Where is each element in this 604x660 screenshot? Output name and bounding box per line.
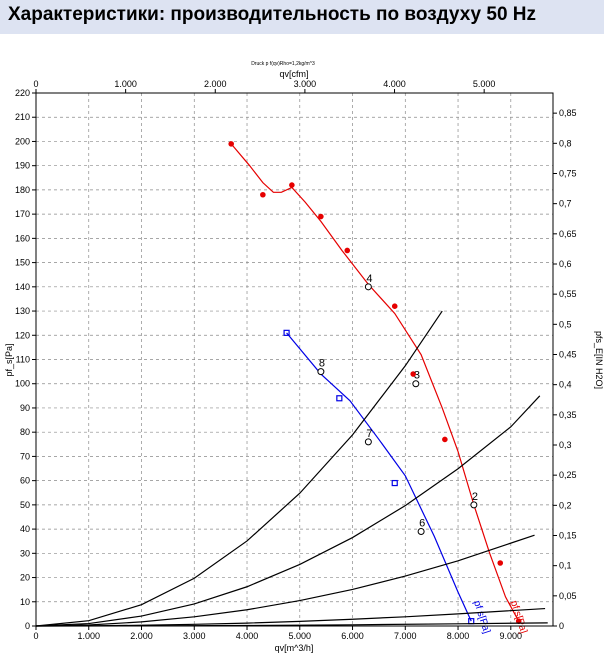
series-1-point-2 (391, 479, 398, 487)
x2-tick-label-0: 0 (33, 79, 38, 89)
x2-tick-label-5: 5.000 (473, 79, 496, 89)
y2-tick-label-1: 0,05 (559, 591, 577, 601)
x-tick-label-6: 6.000 (341, 631, 364, 641)
series-0-point-3 (318, 213, 324, 220)
y-tick-label-4: 40 (20, 524, 30, 534)
y-tick-label-0: 0 (25, 621, 30, 631)
y-tick-label-2: 20 (20, 573, 30, 583)
header-bar: Характеристики: производительность по во… (0, 0, 604, 34)
y-tick-label-6: 60 (20, 476, 30, 486)
y2-tick-label-8: 0,4 (559, 380, 572, 390)
y-tick-label-10: 100 (15, 379, 30, 389)
y-tick-label-5: 50 (20, 500, 30, 510)
operating-point-3 (417, 528, 425, 536)
series-0-point-4 (344, 247, 351, 254)
x-tick-label-8: 8.000 (447, 631, 470, 641)
operating-point-0 (470, 501, 478, 509)
y-tick-label-18: 180 (15, 185, 30, 195)
operating-point-1 (412, 380, 420, 388)
y2-tick-label-13: 0,65 (559, 229, 577, 239)
series-1-point-0 (283, 329, 290, 336)
y-tick-label-16: 160 (15, 233, 30, 243)
y-tick-label-19: 190 (15, 161, 30, 171)
series-0-point-5 (391, 303, 398, 310)
series-0-point-0 (228, 141, 234, 147)
y-tick-label-11: 110 (16, 355, 30, 365)
operating-point-label-4: 7 (366, 428, 372, 440)
y2-tick-label-11: 0,55 (559, 289, 577, 299)
y-tick-label-12: 120 (15, 330, 30, 340)
y2-tick-label-0: 0 (559, 621, 564, 631)
y-tick-label-3: 30 (20, 548, 30, 558)
y2-tick-label-9: 0,45 (559, 349, 577, 359)
x-tick-label-1: 1.000 (77, 631, 100, 641)
y2-tick-label-12: 0,6 (559, 259, 572, 269)
y2-tick-label-15: 0,75 (559, 168, 577, 178)
x2-axis-label: qv[cfm] (279, 69, 308, 79)
y-tick-label-21: 210 (15, 112, 30, 122)
y-tick-label-9: 90 (20, 403, 30, 413)
y-tick-label-17: 170 (15, 209, 30, 219)
y-tick-label-7: 70 (20, 451, 30, 461)
x-tick-label-0: 0 (33, 631, 38, 641)
operating-point-label-3: 6 (419, 518, 425, 530)
y2-tick-label-2: 0,1 (559, 561, 572, 571)
page-title: Характеристики: производительность по во… (8, 4, 537, 25)
y2-tick-label-6: 0,3 (559, 440, 572, 450)
y2-tick-label-5: 0,25 (559, 470, 577, 480)
operating-point-label-1: 3 (414, 370, 420, 382)
operating-point-4 (364, 438, 372, 446)
series-0-point-7 (442, 436, 448, 443)
y-tick-label-20: 200 (15, 136, 30, 146)
series-line-0 (230, 143, 520, 622)
series-line-4 (35, 534, 535, 627)
y-axis-label: pf_s[Pa] (4, 343, 14, 376)
y2-tick-label-10: 0,5 (559, 319, 572, 329)
x-tick-label-5: 5.000 (289, 631, 312, 641)
series-0-point-1 (260, 191, 266, 198)
y2-tick-label-14: 0,7 (559, 199, 572, 209)
operating-point-label-0: 2 (472, 491, 478, 503)
x2-tick-label-4: 4.000 (383, 79, 406, 89)
series-line-2 (35, 310, 443, 627)
series-0-point-2 (289, 182, 295, 188)
y-tick-label-22: 220 (15, 88, 30, 98)
x-tick-label-4: 4.000 (236, 631, 259, 641)
y-tick-label-14: 140 (15, 282, 30, 292)
y2-tick-label-3: 0,15 (559, 530, 577, 540)
series-1-point-1 (336, 395, 343, 402)
y-tick-label-1: 10 (20, 597, 30, 607)
x-tick-label-7: 7.000 (394, 631, 417, 641)
series-line-3 (35, 395, 541, 627)
operating-point-label-2: 4 (366, 273, 372, 285)
chart-subtitle: Druck p f(qv)Rho=1,2kg/m^3 (251, 61, 315, 67)
x-tick-label-2: 2.000 (130, 631, 153, 641)
series-0-point-8 (497, 560, 504, 566)
operating-point-2 (364, 283, 372, 291)
operating-point-5 (317, 368, 325, 376)
y2-tick-label-17: 0,85 (559, 108, 577, 118)
x-tick-label-3: 3.000 (183, 631, 206, 641)
x-axis-label: qv[m^3/h] (275, 643, 314, 653)
y-tick-label-15: 150 (15, 258, 30, 268)
x2-tick-label-1: 1.000 (114, 79, 137, 89)
y2-tick-label-7: 0,35 (559, 410, 577, 420)
x-tick-label-9: 9.000 (500, 631, 523, 641)
y2-tick-label-16: 0,8 (559, 138, 572, 148)
y2-tick-label-4: 0,2 (559, 500, 572, 510)
series-label-1: pf s[Pa] (471, 599, 492, 635)
y2-axis-label: pfs_E[IN H2O] (594, 331, 604, 389)
y-tick-label-8: 80 (20, 427, 30, 437)
series-line-1 (286, 332, 472, 622)
x2-tick-label-2: 2.000 (204, 79, 227, 89)
operating-point-label-5: 8 (319, 358, 325, 370)
x2-tick-label-3: 3.000 (294, 79, 317, 89)
y-tick-label-13: 130 (15, 306, 30, 316)
series-0-point-6 (410, 371, 416, 377)
